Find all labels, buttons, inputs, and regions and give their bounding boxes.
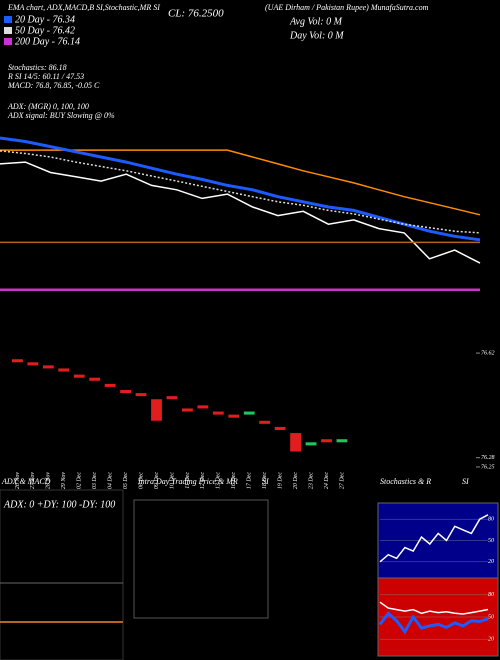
x-tick-label: 19 Dec	[278, 472, 284, 489]
candle	[166, 396, 178, 400]
legend-swatch	[4, 38, 12, 45]
candle	[151, 399, 162, 421]
y-tick-label: 80	[488, 592, 494, 598]
y-tick-label: 50	[488, 614, 494, 620]
candle	[274, 426, 286, 430]
panel-title: ADX & MACD	[1, 477, 51, 486]
x-tick-label: 18 Dec	[262, 472, 268, 489]
stat: MACD: 76.8, 76.85, -0.05 C	[7, 81, 100, 90]
series-line	[378, 611, 489, 635]
candle	[290, 433, 301, 452]
candle	[89, 377, 101, 381]
x-tick-label: 09 Dec	[154, 472, 160, 489]
x-tick-label: 27 Dec	[339, 472, 345, 489]
x-tick-label: 10 Dec	[169, 472, 175, 489]
candle	[321, 439, 332, 443]
candle	[305, 442, 317, 446]
stat: R SI 14/5: 60.11 / 47.53	[7, 72, 84, 81]
series-line	[0, 149, 481, 216]
y-tick-label: 76.28	[481, 455, 495, 461]
x-tick-label: 05 Dec	[123, 472, 129, 489]
x-tick-label: 03 Dec	[92, 472, 98, 489]
series-line	[0, 161, 481, 264]
x-tick-label: 17 Dec	[247, 472, 253, 489]
stat: ADX: (MGR) 0, 100, 100	[7, 102, 89, 111]
legend-label: 20 Day - 76.34	[15, 14, 75, 25]
candle	[228, 414, 240, 418]
x-tick-label: 28 Nov	[46, 472, 52, 490]
y-tick-label: 76.62	[481, 350, 495, 356]
panel-title: Stochastics & R	[380, 477, 431, 486]
series-line	[0, 136, 481, 242]
x-tick-label: 12 Dec	[200, 472, 206, 489]
x-tick-label: 23 Dec	[308, 472, 314, 489]
x-tick-label: 06 Dec	[138, 472, 144, 489]
candle	[73, 374, 85, 378]
x-tick-label: 13 Dec	[216, 472, 222, 489]
pair: (UAE Dirham / Pakistan Rupee) MunafaSutr…	[265, 3, 429, 12]
adx-panel	[0, 489, 124, 660]
candle	[42, 365, 54, 369]
series-line	[0, 150, 481, 234]
legend-swatch	[4, 16, 12, 23]
y-tick-label: 20	[488, 637, 494, 643]
day-vol: Day Vol: 0 M	[289, 30, 344, 41]
candle	[197, 405, 209, 409]
intraday-panel	[133, 499, 269, 619]
x-tick-label: 04 Dec	[107, 472, 114, 489]
x-tick-label: 11 Dec	[185, 472, 191, 489]
y-tick-label: 80	[488, 517, 494, 523]
legend-label: 50 Day - 76.42	[15, 25, 75, 36]
avg-vol: Avg Vol: 0 M	[289, 16, 343, 27]
x-tick-label: 26 Nov	[15, 472, 21, 490]
series-line	[379, 601, 489, 615]
y-tick-label: 76.25	[481, 464, 495, 470]
stat: Stochastics: 86.18	[8, 63, 67, 72]
series-line	[379, 514, 489, 563]
candle	[12, 359, 23, 363]
legend-label: 200 Day - 76.14	[15, 36, 80, 47]
candle	[120, 390, 131, 394]
header-left: EMA chart, ADX,MACD,B SI,Stochastic,MR S…	[7, 3, 160, 12]
candle	[336, 439, 348, 443]
panel-title: Intra Day Trading Price & MR	[137, 477, 238, 486]
y-tick-label: 50	[488, 538, 494, 544]
close-label: CL: 76.2500	[168, 8, 224, 20]
legend-swatch	[4, 27, 12, 34]
candle	[212, 411, 224, 415]
candle	[259, 420, 271, 424]
adx-text: ADX: 0 +DY: 100 -DY: 100	[3, 499, 115, 510]
x-tick-label: 20 Dec	[293, 472, 299, 489]
y-tick-label: 20	[488, 559, 494, 565]
candle	[243, 411, 255, 415]
x-tick-label: 29 Nov	[61, 472, 67, 490]
candle	[104, 383, 116, 387]
panel-title: SI	[262, 477, 269, 486]
stat: ADX signal: BUY Slowing @ 0%	[7, 111, 115, 120]
x-tick-label: 24 Dec	[323, 472, 330, 489]
panel-title: SI	[462, 477, 469, 486]
candle	[182, 408, 193, 412]
candle	[135, 393, 147, 397]
x-tick-label: 27 Nov	[30, 472, 36, 490]
candle	[58, 368, 70, 372]
x-tick-label: 02 Dec	[77, 472, 83, 489]
x-tick-label: 16 Dec	[231, 472, 237, 489]
candle	[27, 362, 39, 366]
